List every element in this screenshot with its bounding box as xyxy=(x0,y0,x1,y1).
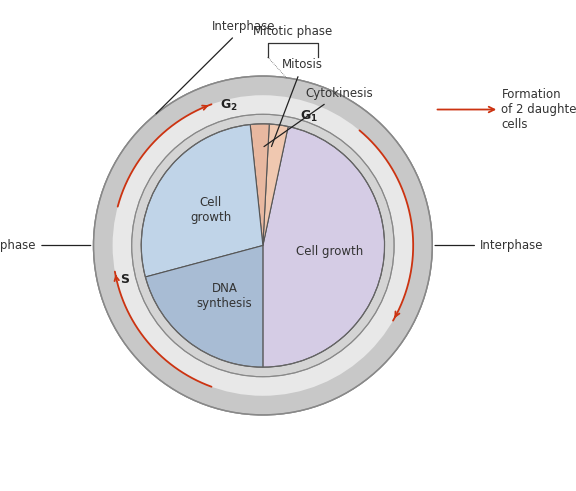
Text: Interphase: Interphase xyxy=(0,239,91,252)
Text: $\mathbf{G_1}$: $\mathbf{G_1}$ xyxy=(300,109,317,124)
Text: Cell
growth: Cell growth xyxy=(190,196,232,224)
Text: Interphase: Interphase xyxy=(435,239,544,252)
Circle shape xyxy=(112,95,413,396)
Wedge shape xyxy=(263,124,288,246)
Text: Mitotic phase: Mitotic phase xyxy=(253,25,332,38)
Wedge shape xyxy=(263,127,385,367)
Text: Cytokinesis: Cytokinesis xyxy=(264,87,374,147)
Wedge shape xyxy=(141,125,263,277)
Wedge shape xyxy=(145,246,263,367)
Circle shape xyxy=(93,76,432,415)
Circle shape xyxy=(93,76,432,415)
Text: Formation
of 2 daughter
cells: Formation of 2 daughter cells xyxy=(502,88,576,131)
Text: $\mathbf{S}$: $\mathbf{S}$ xyxy=(120,273,130,286)
Text: Cell growth: Cell growth xyxy=(296,245,363,258)
Circle shape xyxy=(112,95,413,396)
Text: $\mathbf{G_2}$: $\mathbf{G_2}$ xyxy=(219,97,237,112)
Circle shape xyxy=(132,114,394,377)
Wedge shape xyxy=(250,124,269,246)
Wedge shape xyxy=(250,124,269,246)
Text: Interphase: Interphase xyxy=(156,20,275,114)
Text: Mitosis: Mitosis xyxy=(271,58,323,146)
Wedge shape xyxy=(145,246,263,367)
Circle shape xyxy=(137,119,389,372)
Wedge shape xyxy=(263,127,385,367)
Circle shape xyxy=(132,114,394,377)
Wedge shape xyxy=(141,125,263,277)
Text: DNA
synthesis: DNA synthesis xyxy=(196,282,252,310)
Wedge shape xyxy=(263,124,288,246)
